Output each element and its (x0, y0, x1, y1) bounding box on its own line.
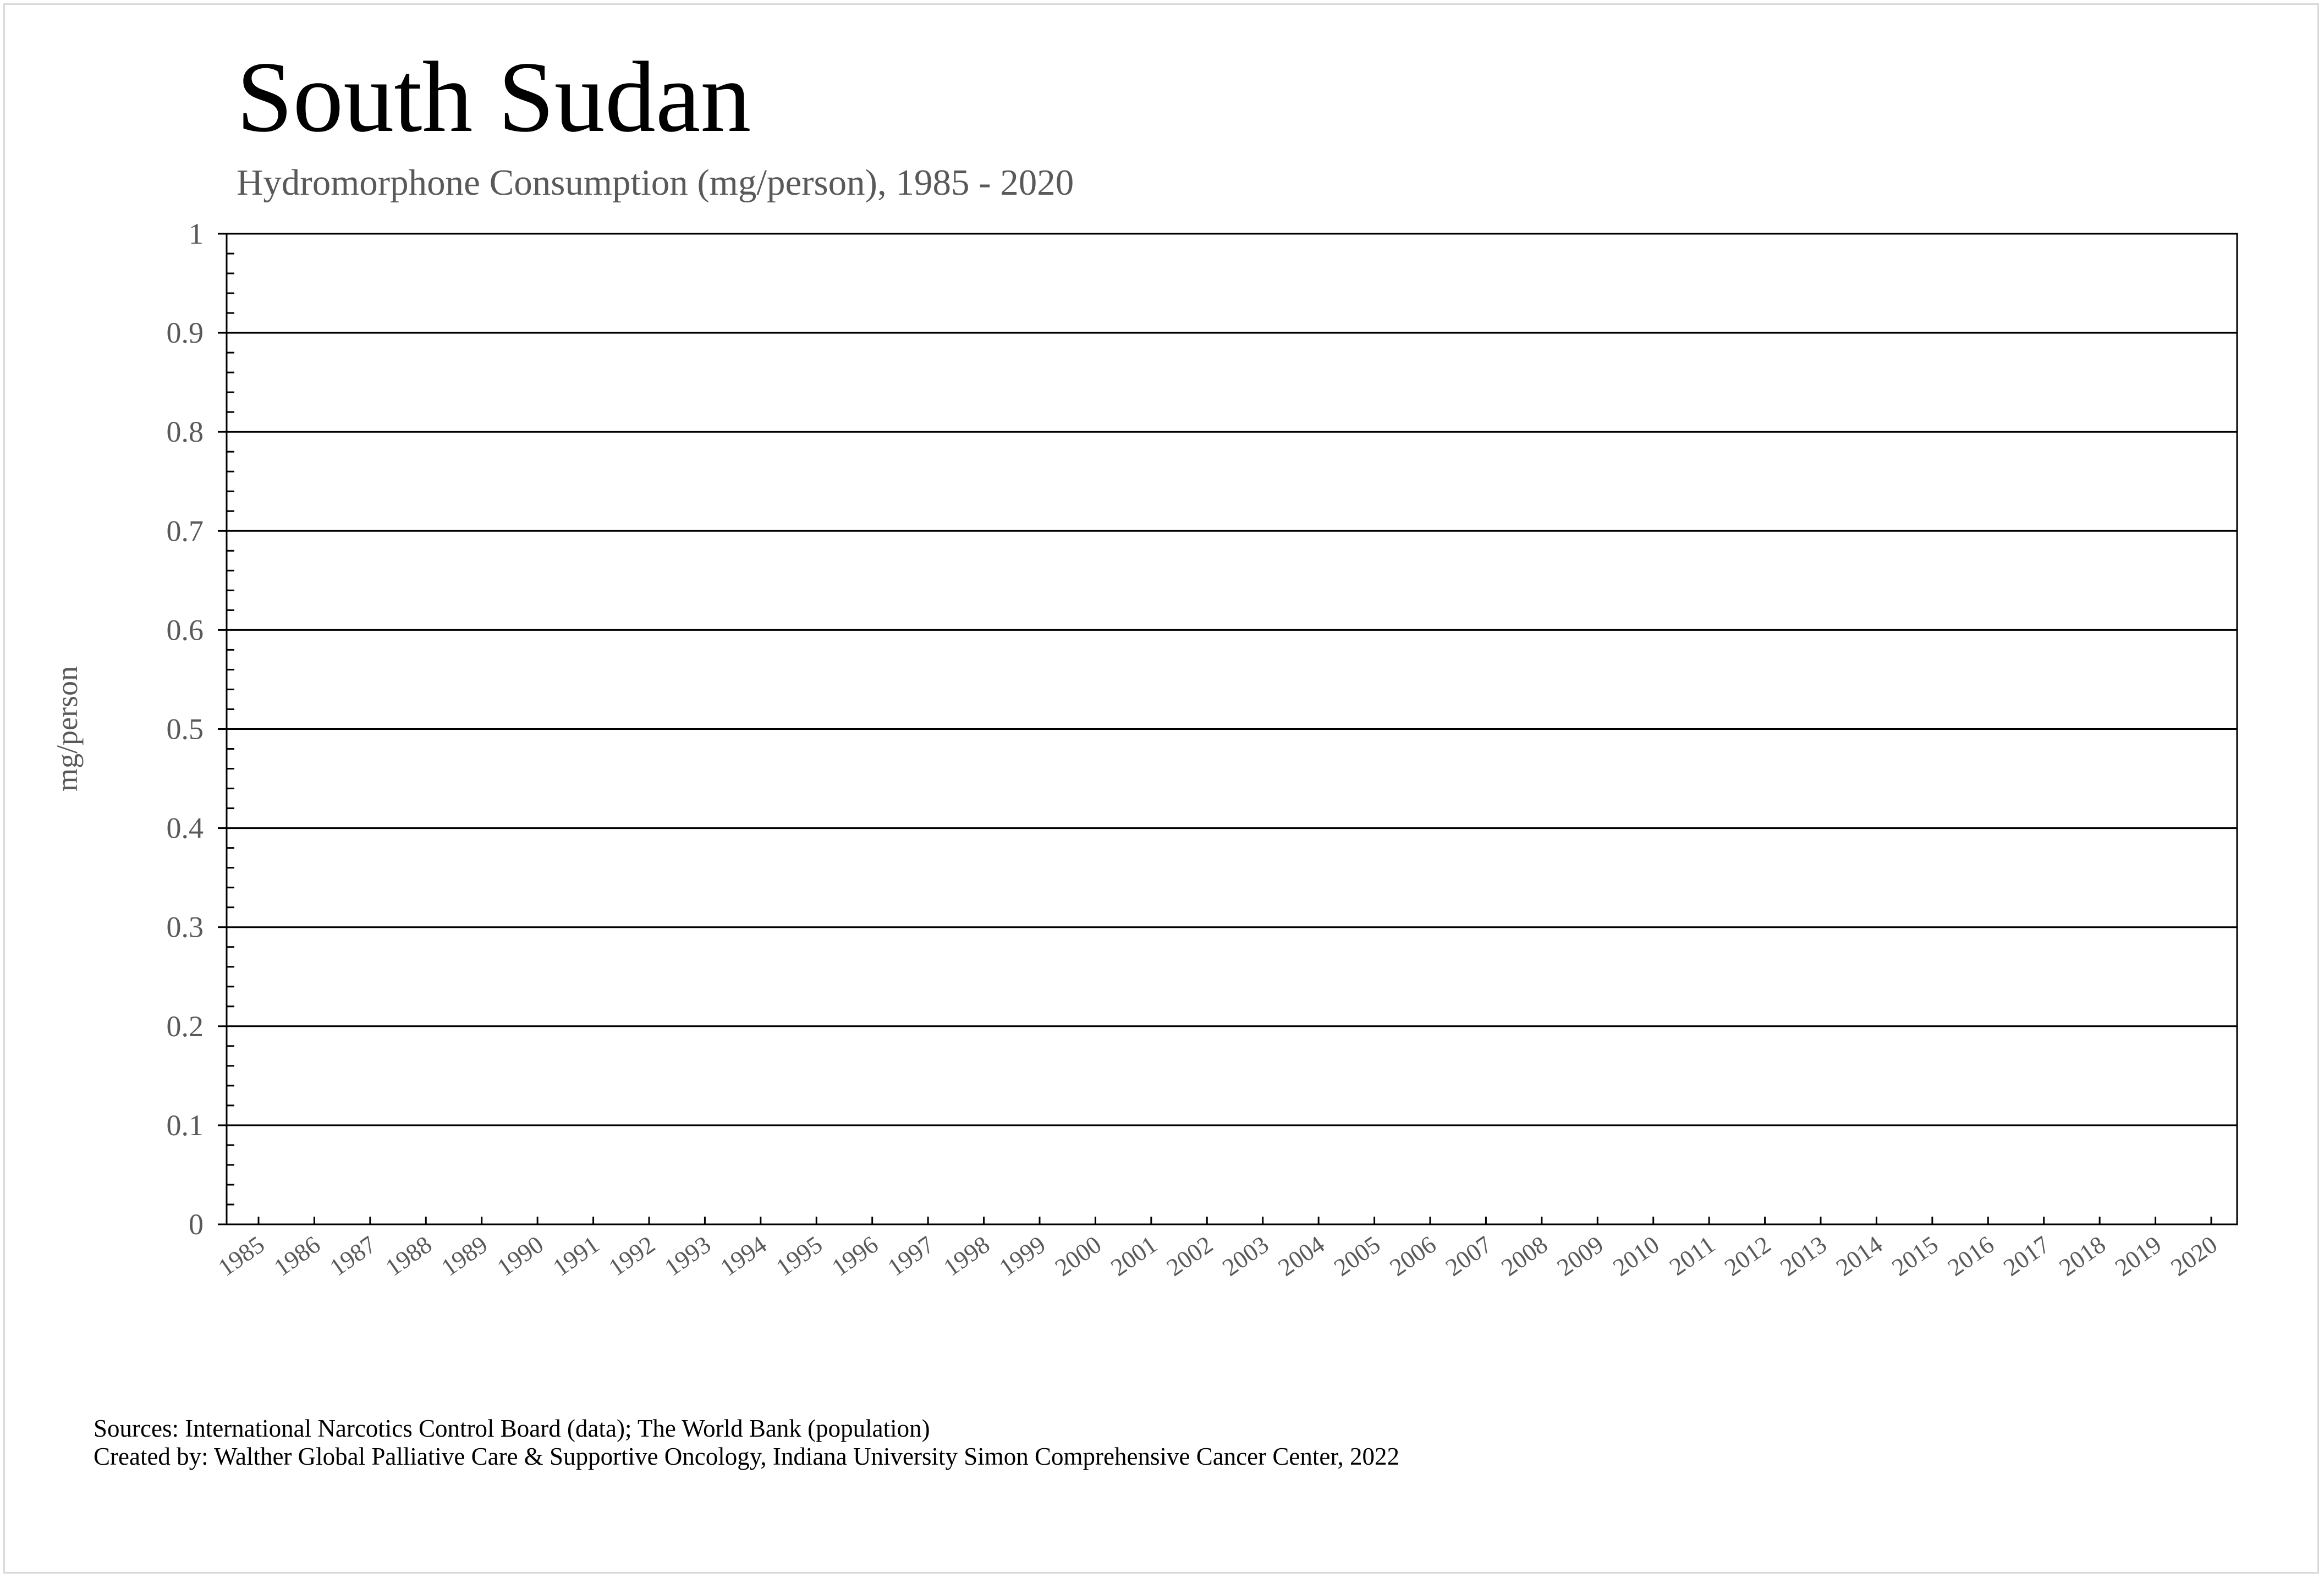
x-tick-label: 2019 (2110, 1230, 2166, 1282)
footer-sources: Sources: International Narcotics Control… (94, 1415, 930, 1442)
x-tick-label: 2000 (1050, 1230, 1106, 1282)
x-tick-label: 2002 (1162, 1230, 1218, 1282)
x-tick-label: 1992 (603, 1230, 660, 1282)
x-tick-label: 2016 (1943, 1230, 1999, 1282)
y-tick-label: 0 (189, 1208, 204, 1241)
x-tick-label: 2003 (1217, 1230, 1273, 1282)
x-tick-label: 2015 (1887, 1230, 1943, 1282)
x-tick-label: 1986 (269, 1230, 325, 1282)
y-tick-label: 0.2 (167, 1010, 204, 1043)
x-tick-label: 1991 (548, 1230, 604, 1282)
y-tick-label: 0.4 (167, 812, 204, 845)
x-tick-label: 2010 (1608, 1230, 1664, 1282)
x-tick-label: 1999 (994, 1230, 1050, 1282)
x-tick-label: 1993 (660, 1230, 716, 1282)
x-tick-label: 2014 (1831, 1230, 1887, 1282)
x-tick-label: 2004 (1273, 1230, 1329, 1282)
x-tick-label: 2012 (1719, 1230, 1776, 1282)
x-tick-label: 1994 (715, 1230, 771, 1282)
x-tick-label: 2005 (1329, 1230, 1385, 1282)
x-tick-label: 2001 (1106, 1230, 1162, 1282)
x-tick-label: 2013 (1775, 1230, 1831, 1282)
x-tick-label: 1998 (938, 1230, 995, 1282)
y-tick-label: 0.9 (167, 316, 204, 349)
x-tick-label: 2020 (2166, 1230, 2222, 1282)
chart-frame (3, 3, 2319, 1574)
footer-created-by: Created by: Walther Global Palliative Ca… (94, 1443, 1399, 1470)
chart-title: South Sudan (237, 41, 751, 153)
x-tick-label: 2017 (1998, 1230, 2054, 1282)
x-tick-label: 1985 (213, 1230, 269, 1282)
x-tick-label: 1997 (882, 1230, 938, 1282)
x-tick-label: 2011 (1664, 1230, 1720, 1281)
y-axis-label: mg/person (51, 666, 84, 791)
x-tick-label: 2007 (1441, 1230, 1497, 1282)
y-tick-label: 0.1 (167, 1109, 204, 1142)
x-tick-label: 2009 (1552, 1230, 1608, 1282)
y-tick-label: 0.8 (167, 415, 204, 448)
x-tick-label: 1996 (827, 1230, 883, 1282)
x-tick-label: 1987 (325, 1230, 381, 1282)
x-tick-label: 2018 (2054, 1230, 2110, 1282)
y-tick-label: 0.7 (167, 514, 204, 547)
x-axis: 1985 1986 1987 1988 1989 1990 1991 1992 1993 1994… (213, 1217, 2222, 1282)
y-tick-label: 1 (189, 217, 204, 250)
y-axis: 0 0.1 0.2 0.3 0.4 0.5 0.6 0.7 0.8 0.9 1 (167, 217, 234, 1241)
x-tick-label: 1990 (492, 1230, 548, 1282)
y-tick-label: 0.6 (167, 613, 204, 646)
y-tick-label: 0.5 (167, 713, 204, 746)
chart-subtitle: Hydromorphone Consumption (mg/person), 1… (237, 162, 1074, 203)
y-tick-label: 0.3 (167, 911, 204, 944)
x-tick-label: 2008 (1496, 1230, 1552, 1282)
x-tick-label: 1988 (381, 1230, 437, 1282)
x-tick-label: 1989 (436, 1230, 492, 1282)
grid-lines (227, 332, 2237, 1126)
x-tick-label: 1995 (771, 1230, 827, 1282)
x-tick-label: 2006 (1384, 1230, 1441, 1282)
